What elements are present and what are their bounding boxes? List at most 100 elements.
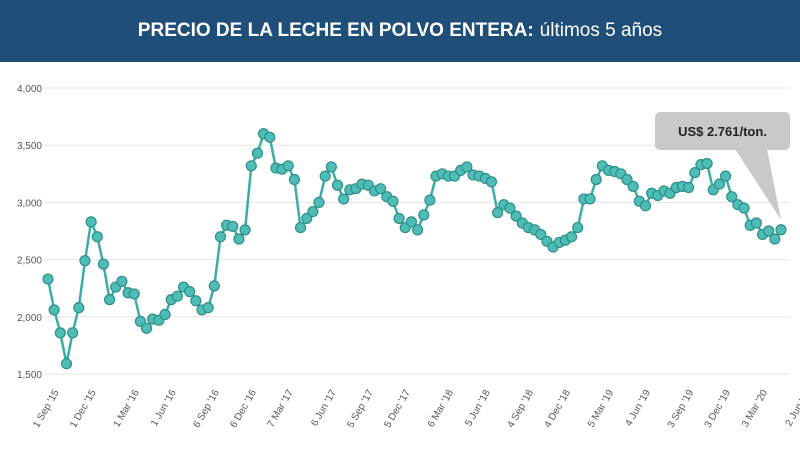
data-point: [485, 176, 498, 188]
data-point: [769, 233, 781, 245]
data-point: [590, 173, 602, 186]
x-tick-label: 4 Sep '18: [506, 388, 537, 430]
data-point: [97, 258, 110, 270]
x-tick-label: 4 Jun '19: [623, 388, 653, 429]
x-tick-label: 1 Sep '15: [31, 388, 62, 430]
data-point: [393, 212, 405, 225]
chart-title-subtitle: últimos 5 años: [539, 20, 663, 41]
x-axis-tick-labels: 1 Sep '15 1 Dec '15 1 Mar '16 1 Jun '16 6 Se…: [31, 388, 800, 430]
y-tick-label: 1,500: [17, 370, 42, 381]
data-point: [190, 295, 202, 307]
callout-label: US$ 2.761/ton.: [678, 124, 767, 139]
x-tick-label: 7 Mar '17: [266, 388, 296, 430]
series-line: [46, 132, 783, 365]
x-tick-label: 4 Dec '18: [543, 388, 574, 430]
data-point: [763, 225, 775, 237]
y-tick-label: 2,500: [17, 256, 42, 267]
y-tick-label: 3,500: [17, 141, 42, 152]
data-point: [282, 160, 294, 172]
data-point: [565, 231, 578, 243]
data-point: [492, 207, 504, 219]
data-point: [307, 205, 319, 218]
data-point: [233, 233, 245, 245]
x-tick-label: 3 Mar '20: [740, 388, 770, 430]
x-tick-label: 6 Mar '18: [426, 388, 456, 430]
data-point: [510, 210, 522, 222]
data-point: [140, 322, 153, 334]
x-tick-label: 6 Jun '17: [309, 388, 339, 429]
data-point: [251, 147, 264, 159]
data-point: [738, 202, 750, 214]
data-point: [683, 181, 695, 194]
series-price: [42, 128, 787, 370]
data-point: [461, 161, 473, 173]
data-point: [572, 221, 584, 234]
data-point: [424, 194, 436, 206]
data-point: [627, 180, 639, 192]
data-point: [719, 170, 732, 182]
data-point: [159, 308, 171, 321]
price-callout: US$ 2.761/ton.: [655, 112, 790, 220]
x-tick-label: 1 Dec '15: [68, 388, 99, 430]
data-point: [202, 302, 214, 314]
data-point: [621, 173, 633, 186]
data-point: [171, 290, 183, 302]
chart-title-bold: PRECIO DE LA LECHE EN POLVO ENTERA:: [137, 20, 534, 41]
data-point: [726, 191, 738, 203]
line-chart: 1,500 2,000 2,500 3,000 3,500 4,000 1 Sep '15…: [17, 84, 800, 430]
data-point: [713, 178, 726, 190]
x-tick-label: 5 Jun '18: [463, 388, 493, 429]
data-point: [48, 304, 60, 316]
data-point: [227, 220, 239, 233]
y-tick-label: 4,000: [17, 84, 42, 95]
data-point: [79, 255, 91, 267]
data-point: [689, 167, 701, 179]
x-tick-label: 5 Dec '17: [382, 388, 413, 430]
x-tick-label: 6 Sep '16: [191, 388, 222, 430]
x-tick-label: 3 Dec '19: [703, 388, 734, 430]
data-point: [405, 216, 418, 228]
chart-title-banner: PRECIO DE LA LECHE EN POLVO ENTERA: últi…: [0, 0, 800, 62]
data-point: [264, 131, 276, 143]
y-tick-label: 3,000: [17, 198, 42, 209]
x-tick-label: 1 Jun '16: [149, 388, 179, 429]
data-point: [504, 202, 516, 214]
data-point: [116, 275, 128, 287]
data-point: [245, 160, 257, 172]
x-tick-label: 5 Sep '17: [345, 388, 376, 430]
data-point: [325, 161, 337, 173]
x-tick-label: 2 Jun '20: [784, 388, 800, 429]
data-point: [319, 170, 331, 182]
callout-box: [655, 112, 790, 150]
data-point: [54, 327, 66, 339]
data-point: [208, 280, 220, 292]
data-point: [103, 294, 116, 306]
data-point: [288, 173, 300, 186]
data-point: [750, 217, 762, 229]
x-tick-label: 1 Mar '16: [112, 388, 142, 430]
y-axis-tick-labels: 1,500 2,000 2,500 3,000 3,500 4,000: [17, 84, 42, 381]
y-tick-label: 2,000: [17, 313, 42, 324]
data-point: [387, 195, 399, 207]
data-point: [85, 216, 97, 228]
x-tick-label: 5 Mar '19: [586, 388, 616, 430]
data-point: [73, 302, 85, 314]
data-point: [67, 327, 79, 339]
data-point: [214, 231, 227, 243]
data-point: [418, 209, 430, 221]
data-point: [60, 358, 73, 370]
x-tick-label: 3 Sep '19: [666, 388, 697, 430]
data-point: [701, 157, 713, 170]
data-point: [301, 212, 313, 225]
x-tick-label: 6 Dec '16: [228, 388, 259, 430]
data-point: [91, 231, 103, 243]
data-point: [331, 179, 344, 191]
data-point: [639, 200, 652, 212]
data-point: [375, 183, 387, 195]
data-point: [338, 193, 350, 205]
data-point: [294, 221, 307, 234]
data-point: [313, 196, 325, 208]
data-point: [184, 286, 196, 298]
data-point: [775, 224, 787, 236]
data-point: [42, 273, 54, 285]
